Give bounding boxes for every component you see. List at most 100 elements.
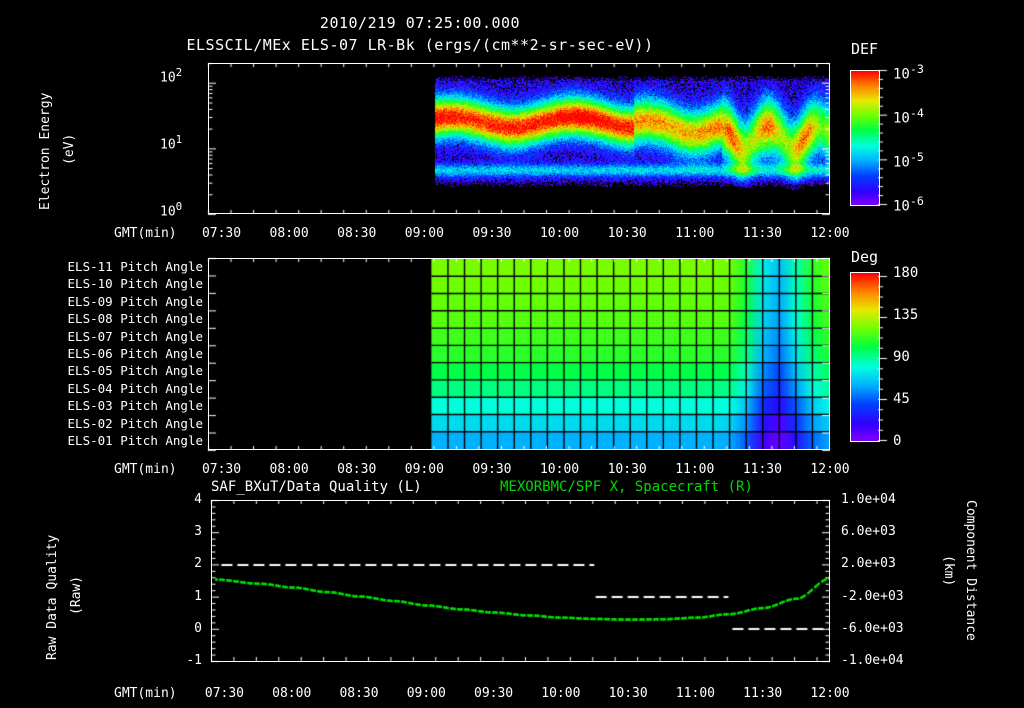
panel3-ytick-right: -1.0e+04	[841, 653, 904, 668]
panel2-xaxis-label: GMT(min)	[114, 462, 177, 477]
cb1-exp-1: -4	[909, 106, 924, 120]
cb1-exp-2: -5	[909, 150, 924, 164]
xtick-label: 10:00	[539, 226, 580, 241]
pitch-angle-row-label: ELS-05 Pitch Angle	[67, 363, 203, 379]
panel2-colorbar-label-1: 135	[893, 307, 919, 323]
panel1-ylabel-line1: Electron Energy	[38, 92, 53, 210]
panel3-ytick-left: 2	[194, 556, 202, 572]
xtick-label: 11:00	[675, 226, 715, 241]
panel2-colorbar-title: Deg	[851, 248, 879, 266]
data-quality-panel	[211, 500, 830, 662]
panel1-colorbar-label-3: 10-6	[893, 194, 924, 215]
xtick-label: 12:00	[810, 226, 850, 241]
xtick-label: 10:00	[539, 462, 580, 477]
panel1-ytick-exp-0: 2	[175, 66, 183, 79]
panel3-ytick-left: 4	[194, 492, 202, 507]
panel1-colorbar-label-1: 10-4	[893, 106, 924, 127]
panel1-ytick-base-0: 10	[160, 70, 176, 86]
pitch-angle-row-label: ELS-04 Pitch Angle	[67, 380, 203, 396]
panel3-ylabel-right-units: (km)	[941, 555, 956, 586]
xtick-label: 10:30	[607, 226, 647, 241]
spectrogram-panel	[208, 63, 830, 214]
pitch-angle-row-label: ELS-02 Pitch Angle	[67, 415, 203, 431]
xtick-label: 09:30	[472, 462, 512, 477]
xtick-label: 11:30	[743, 686, 783, 701]
panel3-ylabel-right-line2: (km)	[941, 555, 956, 587]
panel1-colorbar-ticks	[878, 62, 898, 212]
cb1-base-1: 10	[893, 110, 910, 127]
xtick-label: 10:30	[607, 462, 647, 477]
pitch-angle-row-label: ELS-06 Pitch Angle	[67, 346, 203, 361]
pitch-angle-row-label: ELS-08 Pitch Angle	[67, 311, 203, 327]
panel3-xaxis-label: GMT(min)	[114, 686, 177, 701]
panel1-ytick-base-1: 10	[160, 137, 176, 153]
cb1-exp-0: -3	[909, 62, 924, 76]
panel2-colorbar	[850, 272, 880, 442]
panel3-ytick-right: 2.0e+03	[841, 556, 896, 572]
panel1-colorbar	[850, 70, 880, 206]
panel1-ylabel-line2: (eV)	[62, 133, 77, 165]
panel2-xtick-labels: 07:30 08:00 08:30 09:00 09:30 10:00 10:30 11:00…	[0, 462, 1024, 480]
panel1-ytick-10: 101	[160, 133, 182, 152]
pitch-angle-panel	[208, 258, 830, 450]
panel3-ytick-left: 3	[194, 524, 202, 540]
panel2-colorbar-label-3: 45	[893, 391, 910, 407]
panel3-ylabel-left-line1: Raw Data Quality	[45, 534, 60, 660]
pitch-angle-canvas	[209, 259, 829, 449]
xtick-label: 09:00	[404, 462, 444, 477]
pitch-angle-row-label: ELS-11 Pitch Angle	[67, 258, 203, 274]
xtick-label: 08:30	[337, 462, 377, 477]
xtick-label: 08:00	[272, 686, 312, 701]
panel3-ylabel-left: Raw Data Quality	[45, 535, 60, 660]
panel1-ytick-exp-2: 0	[175, 200, 183, 213]
panel3-ytick-right: 1.0e+04	[841, 492, 896, 507]
pitch-angle-row-label: ELS-09 Pitch Angle	[67, 293, 203, 309]
xtick-label: 09:00	[404, 226, 444, 241]
xtick-label: 08:30	[337, 226, 377, 241]
xtick-label: 08:00	[269, 226, 309, 241]
cb1-base-2: 10	[893, 154, 910, 171]
panel1-xtick-labels: 07:30 08:00 08:30 09:00 09:30 10:00 10:30 11:00…	[0, 226, 1024, 244]
xtick-label: 07:30	[201, 462, 242, 477]
panel3-ytick-left: 0	[194, 620, 202, 636]
pitch-angle-row-label: ELS-10 Pitch Angle	[67, 276, 203, 292]
cb1-exp-3: -6	[909, 194, 924, 208]
panel3-ytick-left: -1	[186, 653, 202, 668]
panel2-colorbar-label-4: 0	[893, 433, 902, 449]
cb1-base-3: 10	[893, 198, 910, 215]
plot-datetime-title: 2010/219 07:25:00.000	[319, 14, 521, 32]
cb1-base-0: 10	[893, 66, 910, 83]
panel3-ytick-right: -6.0e+03	[841, 620, 904, 636]
xtick-label: 09:30	[472, 226, 512, 241]
xtick-label: 07:30	[204, 686, 245, 701]
panel1-ytick-100: 102	[160, 66, 182, 85]
xtick-label: 12:00	[810, 686, 850, 701]
xtick-label: 10:30	[608, 686, 648, 701]
panel1-ytick-1: 100	[160, 200, 182, 219]
pitch-angle-row-label: ELS-01 Pitch Angle	[67, 433, 203, 449]
xtick-label: 12:00	[810, 462, 850, 477]
panel1-ytick-base-2: 10	[160, 204, 176, 220]
xtick-label: 11:00	[675, 686, 715, 701]
panel3-xtick-labels: 07:30 08:00 08:30 09:00 09:30 10:00 10:30 11:00…	[0, 686, 1024, 704]
panel3-ytick-left: 1	[194, 588, 202, 604]
xtick-label: 08:30	[339, 686, 379, 701]
panel3-title-left: SAF_BXuT/Data Quality (L)	[211, 479, 422, 495]
panel3-title-right: MEXORBMC/SPF X, Spacecraft (R)	[500, 479, 753, 495]
panel3-ytick-right: 6.0e+03	[841, 524, 896, 540]
data-quality-canvas	[212, 501, 829, 661]
panel1-ytick-exp-1: 1	[175, 133, 183, 146]
spectrogram-canvas	[209, 64, 829, 213]
xtick-label: 10:00	[541, 686, 581, 701]
xtick-label: 11:00	[675, 462, 715, 477]
panel1-xaxis-label: GMT(min)	[114, 226, 177, 241]
panel3-ylabel-left-line2: (Raw)	[69, 575, 84, 615]
panel1-colorbar-title: DEF	[851, 40, 879, 58]
panel1-ylabel: Electron Energy	[38, 93, 53, 210]
panel1-ylabel-units: (eV)	[62, 134, 77, 165]
pitch-angle-row-label: ELS-03 Pitch Angle	[67, 398, 203, 414]
xtick-label: 08:00	[269, 462, 309, 477]
panel2-colorbar-label-2: 90	[893, 349, 910, 365]
panel2-colorbar-ticks	[878, 268, 898, 448]
panel1-colorbar-label-0: 10-3	[893, 62, 924, 83]
